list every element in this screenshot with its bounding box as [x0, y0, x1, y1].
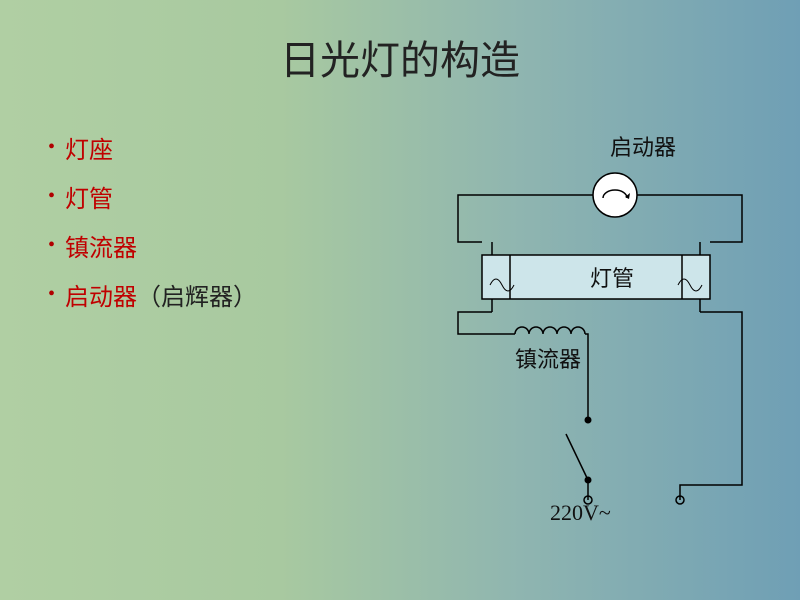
- bullet-list: • 灯座 • 灯管 • 镇流器 • 启动器 （启辉器）: [48, 130, 257, 326]
- label-voltage: 220V~: [550, 500, 611, 526]
- list-item: • 启动器 （启辉器）: [48, 277, 257, 312]
- list-item: • 灯座: [48, 130, 257, 165]
- bullet-paren: （启辉器）: [137, 277, 257, 312]
- circuit-diagram: 启动器 灯管 镇流器 220V~: [410, 140, 770, 560]
- bullet-text: 启动器: [65, 277, 137, 312]
- circuit-svg: [410, 140, 770, 560]
- label-ballast: 镇流器: [515, 342, 581, 374]
- bullet-text: 灯管: [65, 179, 113, 214]
- page-title: 日光灯的构造: [0, 0, 800, 86]
- bullet-text: 镇流器: [65, 228, 137, 263]
- bullet-icon: •: [48, 283, 55, 306]
- bullet-text: 灯座: [65, 130, 113, 165]
- label-tube: 灯管: [590, 261, 634, 293]
- list-item: • 灯管: [48, 179, 257, 214]
- list-item: • 镇流器: [48, 228, 257, 263]
- bullet-icon: •: [48, 234, 55, 257]
- bullet-icon: •: [48, 185, 55, 208]
- bullet-icon: •: [48, 136, 55, 159]
- label-starter: 启动器: [610, 130, 676, 162]
